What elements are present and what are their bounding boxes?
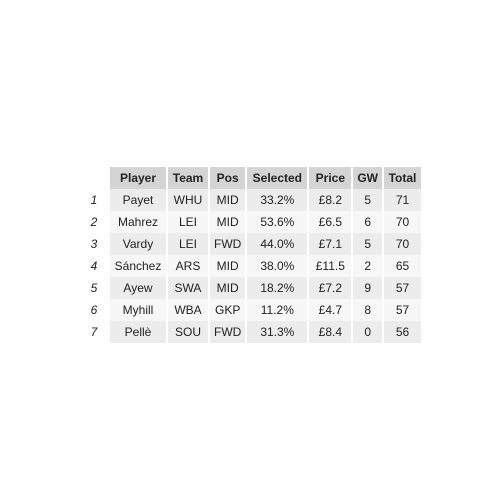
column-header-player: Player	[108, 167, 167, 189]
team-cell: SOU	[166, 321, 209, 343]
table-row: 2 Mahrez LEI MID 53.6% £6.5 6 70	[84, 211, 421, 233]
player-cell: Mahrez	[108, 211, 167, 233]
table-header-row: Player Team Pos Selected Price GW Total	[84, 167, 421, 189]
rank-cell: 6	[84, 299, 109, 321]
player-cell: Sánchez	[108, 255, 167, 277]
player-cell: Pellè	[108, 321, 167, 343]
column-header-pos: Pos	[207, 167, 247, 189]
rank-cell: 2	[84, 211, 109, 233]
selected-cell: 38.0%	[245, 255, 309, 277]
selected-cell: 44.0%	[245, 233, 309, 255]
player-stats-table: Player Team Pos Selected Price GW Total …	[84, 167, 421, 343]
total-cell: 57	[382, 299, 421, 321]
gw-cell: 8	[351, 299, 383, 321]
rank-column-header	[84, 167, 109, 189]
gw-cell: 6	[351, 211, 383, 233]
player-cell: Ayew	[108, 277, 167, 299]
price-cell: £7.1	[307, 233, 353, 255]
gw-cell: 0	[351, 321, 383, 343]
price-cell: £8.4	[307, 321, 353, 343]
rank-cell: 3	[84, 233, 109, 255]
rank-cell: 4	[84, 255, 109, 277]
rank-cell: 7	[84, 321, 109, 343]
rank-cell: 5	[84, 277, 109, 299]
price-cell: £7.2	[307, 277, 353, 299]
column-header-price: Price	[307, 167, 353, 189]
team-cell: WBA	[166, 299, 209, 321]
pos-cell: MID	[207, 211, 247, 233]
pos-cell: FWD	[207, 321, 247, 343]
pos-cell: GKP	[207, 299, 247, 321]
total-cell: 70	[382, 211, 421, 233]
price-cell: £4.7	[307, 299, 353, 321]
table-row: 6 Myhill WBA GKP 11.2% £4.7 8 57	[84, 299, 421, 321]
table-row: 4 Sánchez ARS MID 38.0% £11.5 2 65	[84, 255, 421, 277]
pos-cell: MID	[207, 189, 247, 211]
gw-cell: 2	[351, 255, 383, 277]
gw-cell: 5	[351, 233, 383, 255]
table-row: 1 Payet WHU MID 33.2% £8.2 5 71	[84, 189, 421, 211]
total-cell: 70	[382, 233, 421, 255]
column-header-selected: Selected	[245, 167, 309, 189]
player-cell: Payet	[108, 189, 167, 211]
total-cell: 71	[382, 189, 421, 211]
column-header-team: Team	[166, 167, 209, 189]
selected-cell: 31.3%	[245, 321, 309, 343]
total-cell: 65	[382, 255, 421, 277]
gw-cell: 5	[351, 189, 383, 211]
column-header-gw: GW	[351, 167, 383, 189]
selected-cell: 18.2%	[245, 277, 309, 299]
column-header-total: Total	[382, 167, 421, 189]
selected-cell: 53.6%	[245, 211, 309, 233]
player-cell: Vardy	[108, 233, 167, 255]
table-row: 5 Ayew SWA MID 18.2% £7.2 9 57	[84, 277, 421, 299]
player-cell: Myhill	[108, 299, 167, 321]
gw-cell: 9	[351, 277, 383, 299]
team-cell: ARS	[166, 255, 209, 277]
selected-cell: 33.2%	[245, 189, 309, 211]
selected-cell: 11.2%	[245, 299, 309, 321]
price-cell: £8.2	[307, 189, 353, 211]
team-cell: WHU	[166, 189, 209, 211]
price-cell: £11.5	[307, 255, 353, 277]
price-cell: £6.5	[307, 211, 353, 233]
team-cell: LEI	[166, 211, 209, 233]
pos-cell: MID	[207, 255, 247, 277]
table-row: 7 Pellè SOU FWD 31.3% £8.4 0 56	[84, 321, 421, 343]
rank-cell: 1	[84, 189, 109, 211]
team-cell: SWA	[166, 277, 209, 299]
team-cell: LEI	[166, 233, 209, 255]
total-cell: 57	[382, 277, 421, 299]
pos-cell: FWD	[207, 233, 247, 255]
total-cell: 56	[382, 321, 421, 343]
pos-cell: MID	[207, 277, 247, 299]
table-row: 3 Vardy LEI FWD 44.0% £7.1 5 70	[84, 233, 421, 255]
